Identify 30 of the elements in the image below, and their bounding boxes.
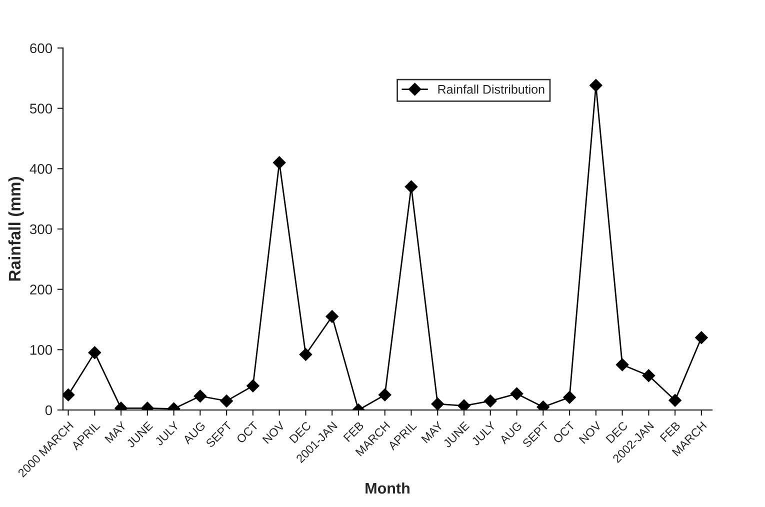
point — [378, 388, 392, 402]
point — [642, 369, 656, 382]
y-axis-title: Rainfall (mm) — [8, 177, 24, 281]
y-tick-label: 100 — [30, 345, 52, 355]
point — [458, 399, 470, 410]
point — [63, 388, 75, 402]
point — [246, 379, 260, 392]
y-tick-label: 600 — [30, 43, 52, 54]
y-tick-label: 0 — [45, 405, 52, 416]
legend-label: Rainfall Distribution — [438, 84, 544, 94]
y-tick-label: 200 — [30, 284, 52, 295]
point — [616, 358, 629, 372]
point — [590, 78, 602, 92]
y-tick-label: 300 — [30, 224, 52, 234]
point — [272, 156, 286, 170]
point — [220, 394, 233, 408]
point — [668, 394, 682, 407]
point — [510, 387, 524, 400]
point — [563, 390, 576, 404]
x-axis-title: Month — [366, 482, 410, 494]
point — [484, 394, 497, 408]
point — [695, 331, 708, 344]
y-tick-label: 500 — [30, 104, 52, 114]
point — [299, 348, 312, 361]
point — [326, 310, 339, 323]
point — [88, 346, 102, 360]
y-tick-label: 400 — [30, 164, 52, 174]
point — [194, 390, 207, 403]
point — [404, 180, 418, 194]
point — [431, 398, 444, 410]
